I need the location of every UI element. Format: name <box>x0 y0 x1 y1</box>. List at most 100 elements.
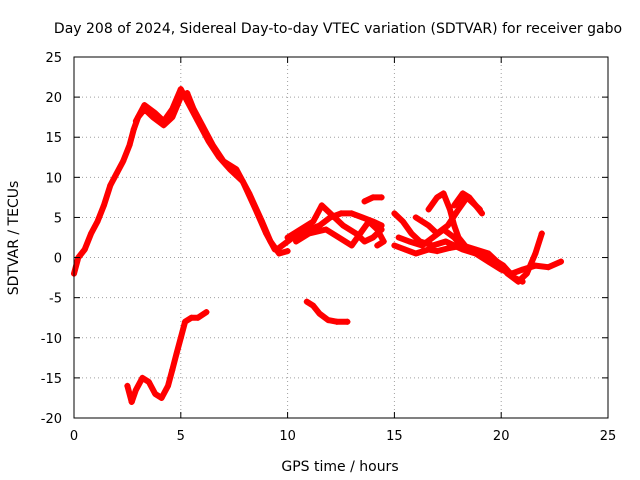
y-tick-label: 0 <box>54 252 62 267</box>
data-point <box>399 218 406 225</box>
data-point <box>538 230 545 237</box>
data-point <box>434 248 441 255</box>
data-point <box>500 262 507 269</box>
data-point <box>273 246 280 253</box>
data-point <box>451 222 458 229</box>
data-point <box>325 317 332 324</box>
data-point <box>511 274 518 281</box>
data-point <box>284 248 291 255</box>
data-point <box>402 246 409 253</box>
data-point <box>466 194 473 201</box>
data-point <box>391 242 398 249</box>
data-point <box>545 264 552 271</box>
data-point <box>160 118 167 125</box>
x-axis-label: GPS time / hours <box>281 459 398 475</box>
data-point <box>88 230 95 237</box>
data-point <box>158 394 165 401</box>
data-point <box>333 318 340 325</box>
data-point <box>226 166 233 173</box>
y-tick-label: 25 <box>45 51 62 66</box>
data-point <box>169 106 176 113</box>
data-point <box>478 210 485 217</box>
data-point <box>444 222 451 229</box>
data-point <box>338 210 344 217</box>
y-axis-label: SDTVAR / TECUs <box>6 181 22 296</box>
y-tick-label: -15 <box>41 372 62 387</box>
data-point <box>395 234 402 241</box>
data-point <box>216 154 223 161</box>
data-point <box>177 334 184 341</box>
data-point <box>177 86 184 93</box>
data-point <box>558 258 565 265</box>
data-point <box>412 250 419 257</box>
data-point <box>408 230 415 237</box>
data-point <box>188 314 195 321</box>
data-point <box>252 206 259 213</box>
data-point <box>365 218 372 225</box>
data-point <box>442 238 449 245</box>
data-point <box>152 110 159 117</box>
data-point <box>425 206 432 213</box>
data-point <box>173 350 180 357</box>
data-point <box>357 230 364 237</box>
data-point <box>455 206 462 213</box>
plot-frame <box>73 56 609 419</box>
series-layer <box>71 86 565 405</box>
data-point <box>440 190 447 197</box>
axis-ticks: 0 5 10 15 20 25 -20 -15 -10 -5 0 5 10 15 20 25 <box>41 51 617 444</box>
data-point <box>391 210 398 217</box>
data-point <box>374 226 381 233</box>
data-point <box>316 222 323 229</box>
data-point <box>374 242 381 249</box>
data-point <box>141 102 148 109</box>
y-tick-label: 10 <box>45 171 62 186</box>
data-point <box>532 250 539 257</box>
data-series-track-main-rise <box>71 90 291 277</box>
data-point <box>370 234 377 241</box>
y-tick-label: 15 <box>45 131 62 146</box>
data-point <box>323 226 330 233</box>
data-point <box>335 234 342 241</box>
data-point <box>128 398 135 405</box>
data-series-track-b <box>284 202 385 245</box>
data-point <box>340 222 347 229</box>
data-point <box>94 218 101 225</box>
data-point <box>139 374 146 381</box>
data-point <box>344 318 351 325</box>
data-point <box>434 230 441 237</box>
x-tick-label: 10 <box>279 429 296 444</box>
data-point <box>194 314 201 321</box>
data-point <box>113 170 120 177</box>
x-tick-label: 0 <box>70 429 78 444</box>
grid <box>74 57 608 418</box>
data-point <box>239 178 246 185</box>
data-point <box>305 230 312 237</box>
data-point <box>205 138 212 145</box>
data-point <box>348 210 355 217</box>
data-point <box>459 190 466 197</box>
data-point <box>310 218 317 225</box>
data-point <box>361 238 368 245</box>
data-point <box>425 246 432 253</box>
data-point <box>412 214 419 221</box>
data-series-track-negative <box>124 309 210 405</box>
data-point <box>523 270 530 277</box>
data-point <box>359 214 366 221</box>
x-tick-label: 15 <box>386 429 403 444</box>
data-point <box>380 238 387 245</box>
data-point <box>425 222 432 229</box>
data-point <box>100 202 107 209</box>
y-tick-label: -10 <box>41 332 62 347</box>
data-point <box>361 198 368 205</box>
data-point <box>461 242 468 249</box>
y-tick-label: -20 <box>41 412 62 427</box>
data-point <box>263 230 270 237</box>
data-point <box>419 242 426 249</box>
data-point <box>132 386 139 393</box>
data-point <box>203 309 210 316</box>
x-tick-label: 5 <box>177 429 185 444</box>
data-point <box>164 382 171 389</box>
data-point <box>446 206 453 213</box>
x-tick-label: 25 <box>600 429 617 444</box>
data-point <box>370 194 377 201</box>
